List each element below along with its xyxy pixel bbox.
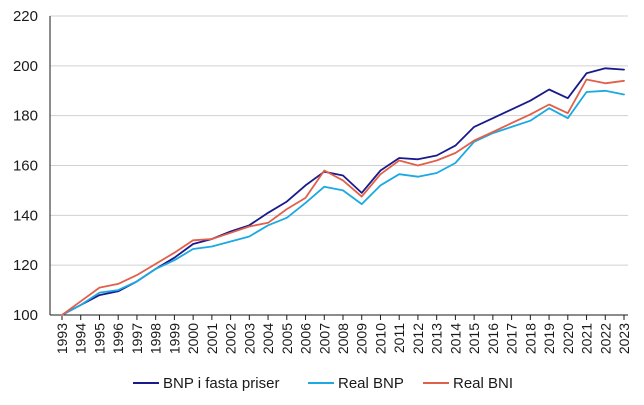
y-tick-label-100: 100 xyxy=(13,307,38,324)
legend: BNP i fasta priser Real BNP Real BNI xyxy=(133,375,513,392)
x-tick-label-2000: 2000 xyxy=(185,323,201,354)
x-tick-label-1993: 1993 xyxy=(54,323,70,354)
series-line-1 xyxy=(61,67,625,316)
y-tick-label-140: 140 xyxy=(13,207,38,224)
x-tick-label-2017: 2017 xyxy=(504,323,520,354)
x-tick-label-2002: 2002 xyxy=(223,323,239,354)
legend-label-1: BNP i fasta priser xyxy=(163,375,279,392)
series-line-2 xyxy=(61,89,625,316)
x-tick-label-2023: 2023 xyxy=(616,323,632,354)
x-axis-ticks: 1993 1994 1995 1996 1997 1998 1999 2000 2001 2002… xyxy=(54,315,632,354)
x-tick-label-2022: 2022 xyxy=(597,323,613,354)
x-tick-label-2007: 2007 xyxy=(316,323,332,354)
x-tick-label-1998: 1998 xyxy=(148,323,164,354)
x-tick-label-2021: 2021 xyxy=(579,323,595,354)
gridlines xyxy=(50,15,628,266)
x-tick-label-2005: 2005 xyxy=(279,323,295,354)
y-tick-label-180: 180 xyxy=(13,108,38,125)
x-tick-label-2006: 2006 xyxy=(298,323,314,354)
x-tick-label-1999: 1999 xyxy=(166,323,182,354)
x-tick-label-2016: 2016 xyxy=(485,323,501,354)
x-tick-label-2018: 2018 xyxy=(522,323,538,354)
legend-item-3: Real BNI xyxy=(423,375,513,392)
legend-label-3: Real BNI xyxy=(453,375,513,392)
x-tick-label-2012: 2012 xyxy=(410,323,426,354)
y-tick-label-200: 200 xyxy=(13,58,38,75)
x-tick-label-2019: 2019 xyxy=(541,323,557,354)
x-tick-label-2015: 2015 xyxy=(466,323,482,354)
x-tick-label-2003: 2003 xyxy=(241,323,257,354)
legend-label-2: Real BNP xyxy=(338,375,404,392)
legend-item-2: Real BNP xyxy=(308,375,404,392)
x-tick-label-1995: 1995 xyxy=(91,323,107,354)
y-axis-ticks: 100 120 140 160 180 200 220 xyxy=(13,8,38,324)
x-tick-label-2008: 2008 xyxy=(335,323,351,354)
y-tick-label-220: 220 xyxy=(13,8,38,25)
y-tick-label-120: 120 xyxy=(13,257,38,274)
x-tick-label-2013: 2013 xyxy=(429,323,445,354)
y-tick-label-160: 160 xyxy=(13,158,38,175)
x-tick-label-2010: 2010 xyxy=(372,323,388,354)
x-tick-label-2020: 2020 xyxy=(560,323,576,354)
x-tick-label-1994: 1994 xyxy=(73,323,89,354)
x-tick-label-2011: 2011 xyxy=(391,323,407,353)
x-tick-label-2001: 2001 xyxy=(204,323,220,354)
x-tick-label-1996: 1996 xyxy=(110,323,126,354)
x-tick-label-1997: 1997 xyxy=(129,323,145,354)
axes xyxy=(49,16,628,316)
x-tick-label-2009: 2009 xyxy=(354,323,370,354)
x-tick-label-2014: 2014 xyxy=(447,323,463,354)
series-lines xyxy=(61,67,625,316)
x-tick-label-2004: 2004 xyxy=(260,323,276,354)
series-line-3 xyxy=(61,78,625,316)
legend-item-1: BNP i fasta priser xyxy=(133,375,279,392)
